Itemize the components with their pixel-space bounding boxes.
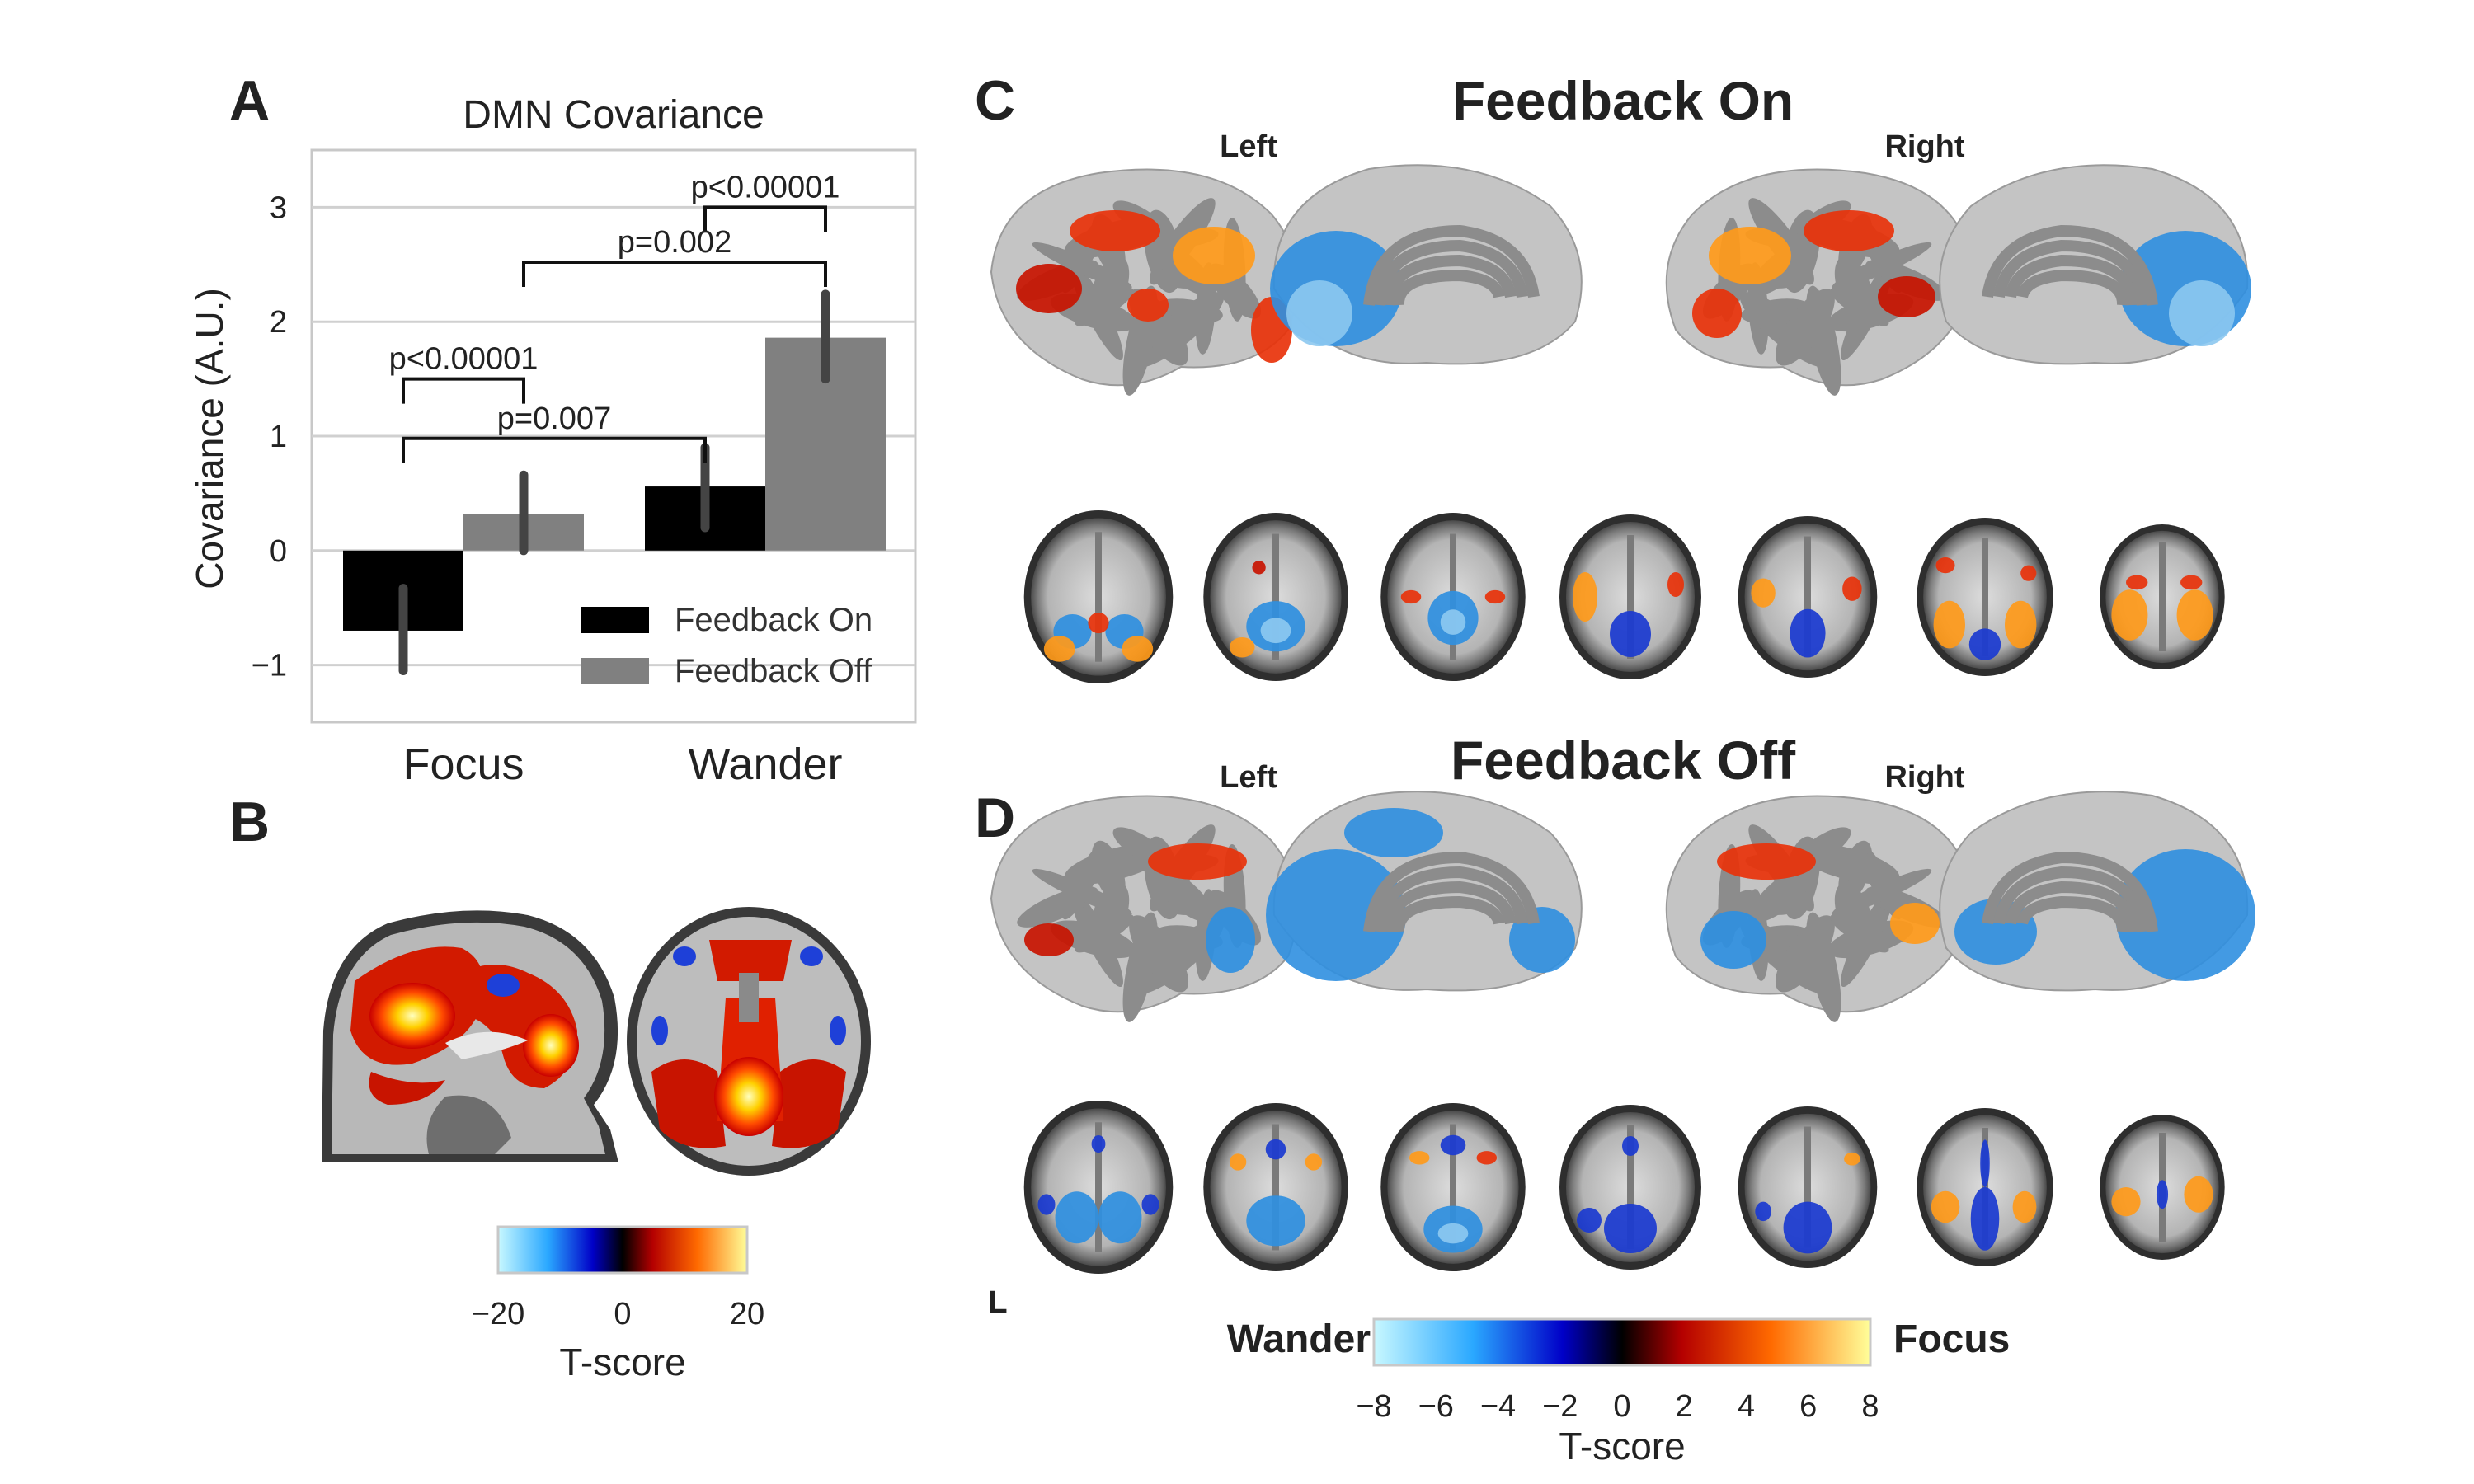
p-value-label: p<0.00001	[389, 342, 539, 377]
axial-brain-slice	[1380, 1103, 1526, 1271]
colorbar-cd-tick: 6	[1799, 1389, 1817, 1424]
covariance-bar-chart: DMN Covariance Covariance (A.U.) −10123 …	[188, 93, 917, 789]
axial-brain-slice	[1023, 1101, 1174, 1274]
colorbar-cd-tick: 4	[1738, 1389, 1755, 1424]
colorbar-cd-tick: 2	[1676, 1389, 1693, 1424]
colorbar-cd-label: T-score	[1559, 1425, 1685, 1468]
y-tick-label: 3	[270, 190, 287, 225]
panel-letter-a: A	[229, 69, 270, 132]
panel-letter-d: D	[975, 787, 1015, 849]
significance-bracket	[522, 261, 827, 288]
colorbar-b-tick: −20	[472, 1297, 524, 1331]
y-tick-label: 1	[270, 420, 287, 454]
sagittal-brain-slice	[322, 910, 618, 1162]
axial-brain-slice	[1917, 1108, 2053, 1266]
x-category-label: Focus	[402, 740, 524, 789]
axial-brain-slice	[1380, 513, 1526, 681]
colorbar-b-tick: 0	[614, 1297, 631, 1331]
hemisphere-right-label: Right	[1884, 129, 1964, 164]
colorbar-right-end-label: Focus	[1893, 1317, 2010, 1361]
colorbar-cd: Wander Focus −8 −6 −4 −2 0 2 4 6 8 T-score	[1227, 1317, 2011, 1468]
p-value-label: p=0.002	[618, 225, 731, 260]
medial-brain-surface	[1939, 791, 2255, 992]
axial-brain-slice	[1559, 514, 1701, 679]
axial-brain-slice	[1023, 510, 1174, 683]
axial-brain-slice-b	[627, 907, 871, 1176]
colorbar-left-end-label: Wander	[1227, 1317, 1371, 1361]
x-category-label: Wander	[688, 740, 842, 789]
y-tick-label: 2	[270, 305, 287, 340]
hemisphere-left-label: Left	[1220, 129, 1277, 164]
p-value-label: p=0.007	[497, 402, 611, 436]
axial-brain-slice	[1203, 1103, 1348, 1271]
axial-brain-slice	[1559, 1105, 1701, 1270]
axial-brain-slice	[1738, 1106, 1878, 1268]
colorbar-b: −20 0 20 T-score	[472, 1225, 764, 1383]
legend-swatch	[581, 658, 649, 684]
p-value-label: p<0.00001	[691, 170, 840, 204]
medial-brain-surface	[1939, 164, 2251, 365]
lateral-brain-surface	[990, 795, 1299, 1022]
lateral-brain-surface	[990, 168, 1299, 396]
axial-brain-slice	[2100, 524, 2225, 669]
legend-swatch	[581, 607, 649, 633]
colorbar-cd-tick: −8	[1356, 1389, 1391, 1424]
axial-brain-slice	[1203, 513, 1348, 681]
lateral-brain-surface	[1665, 168, 1974, 396]
colorbar-cd-tick: −2	[1542, 1389, 1578, 1424]
lateral-brain-surface	[1665, 795, 1974, 1022]
colorbar-cd-tick: −6	[1418, 1389, 1454, 1424]
y-tick-label: −1	[252, 649, 287, 683]
significance-bracket	[402, 436, 707, 463]
medial-brain-surface	[1270, 164, 1583, 365]
colorbar-b-label: T-score	[559, 1341, 685, 1383]
medial-brain-surface	[1266, 791, 1583, 992]
feedback-off-title: Feedback Off	[1451, 730, 1796, 791]
axial-slices-feedback-off	[1023, 1101, 2225, 1274]
hemisphere-left-label: Left	[1220, 760, 1277, 795]
colorbar-b-tick: 20	[730, 1297, 764, 1331]
chart-title: DMN Covariance	[463, 93, 764, 137]
axial-slices-feedback-on	[1023, 510, 2225, 683]
cortical-surfaces-feedback-off	[990, 791, 2255, 1022]
orientation-label: L	[988, 1285, 1007, 1320]
feedback-on-title: Feedback On	[1452, 70, 1794, 131]
y-tick-label: 0	[270, 534, 287, 569]
axial-brain-slice	[2100, 1115, 2225, 1260]
colorbar-cd-tick: −4	[1480, 1389, 1516, 1424]
colorbar-cd-tick: 8	[1861, 1389, 1879, 1424]
cortical-surfaces-feedback-on	[990, 164, 2251, 396]
panel-letter-c: C	[975, 69, 1015, 132]
y-axis-label: Covariance (A.U.)	[188, 288, 231, 589]
panel-letter-b: B	[229, 791, 270, 853]
significance-bracket	[703, 205, 827, 232]
axial-brain-slice	[1738, 516, 1878, 678]
colorbar-cd-tick: 0	[1613, 1389, 1630, 1424]
legend-label: Feedback On	[675, 602, 872, 638]
hemisphere-right-label: Right	[1884, 760, 1964, 795]
axial-brain-slice	[1917, 518, 2053, 676]
significance-bracket	[402, 377, 525, 404]
legend-label: Feedback Off	[675, 653, 872, 689]
